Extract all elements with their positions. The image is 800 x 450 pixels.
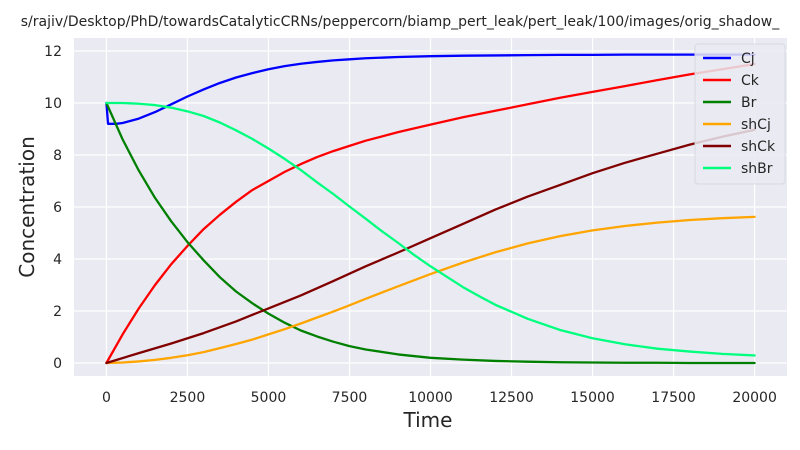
y-tick-label: 10 [44,96,62,112]
x-tick-label: 12500 [489,390,534,406]
y-tick-labels: 0 2 4 6 8 10 12 [44,44,62,372]
legend-label-ck: Ck [741,73,760,89]
x-tick-label: 10000 [408,390,453,406]
x-tick-label: 7500 [332,390,368,406]
legend-label-br: Br [741,95,757,111]
legend-label-shcj: shCj [741,117,771,133]
series-line-shbr [105,101,756,357]
y-tick-label: 0 [53,356,62,372]
x-tick-label: 20000 [732,390,777,406]
x-tick-label: 17500 [651,390,696,406]
legend-label-shck: shCk [741,139,776,155]
series-line-br [105,101,756,365]
x-tick-labels: 0 2500 5000 7500 10000 12500 15000 17500 20000 [102,390,777,406]
chart-title: s/rajiv/Desktop/PhD/towardsCatalyticCRNs… [21,14,781,30]
x-tick-label: 5000 [251,390,287,406]
y-tick-label: 12 [44,44,62,60]
legend: Cj Ck Br shCj shCk shBr [694,43,786,185]
series-layer [105,53,756,365]
x-axis-label: Time [403,408,453,432]
x-tick-label: 0 [102,390,111,406]
y-axis-label: Concentration [15,136,39,277]
y-tick-label: 4 [53,252,62,268]
x-tick-label: 2500 [170,390,206,406]
y-tick-label: 2 [53,304,62,320]
series-line-shcj [105,215,756,365]
legend-label-cj: Cj [741,51,755,67]
legend-label-shbr: shBr [741,161,773,177]
x-tick-label: 15000 [570,390,615,406]
series-line-shck [105,128,756,365]
series-line-ck [105,62,756,365]
y-tick-label: 6 [53,200,62,216]
y-tick-label: 8 [53,148,62,164]
series-line-cj [105,53,756,125]
